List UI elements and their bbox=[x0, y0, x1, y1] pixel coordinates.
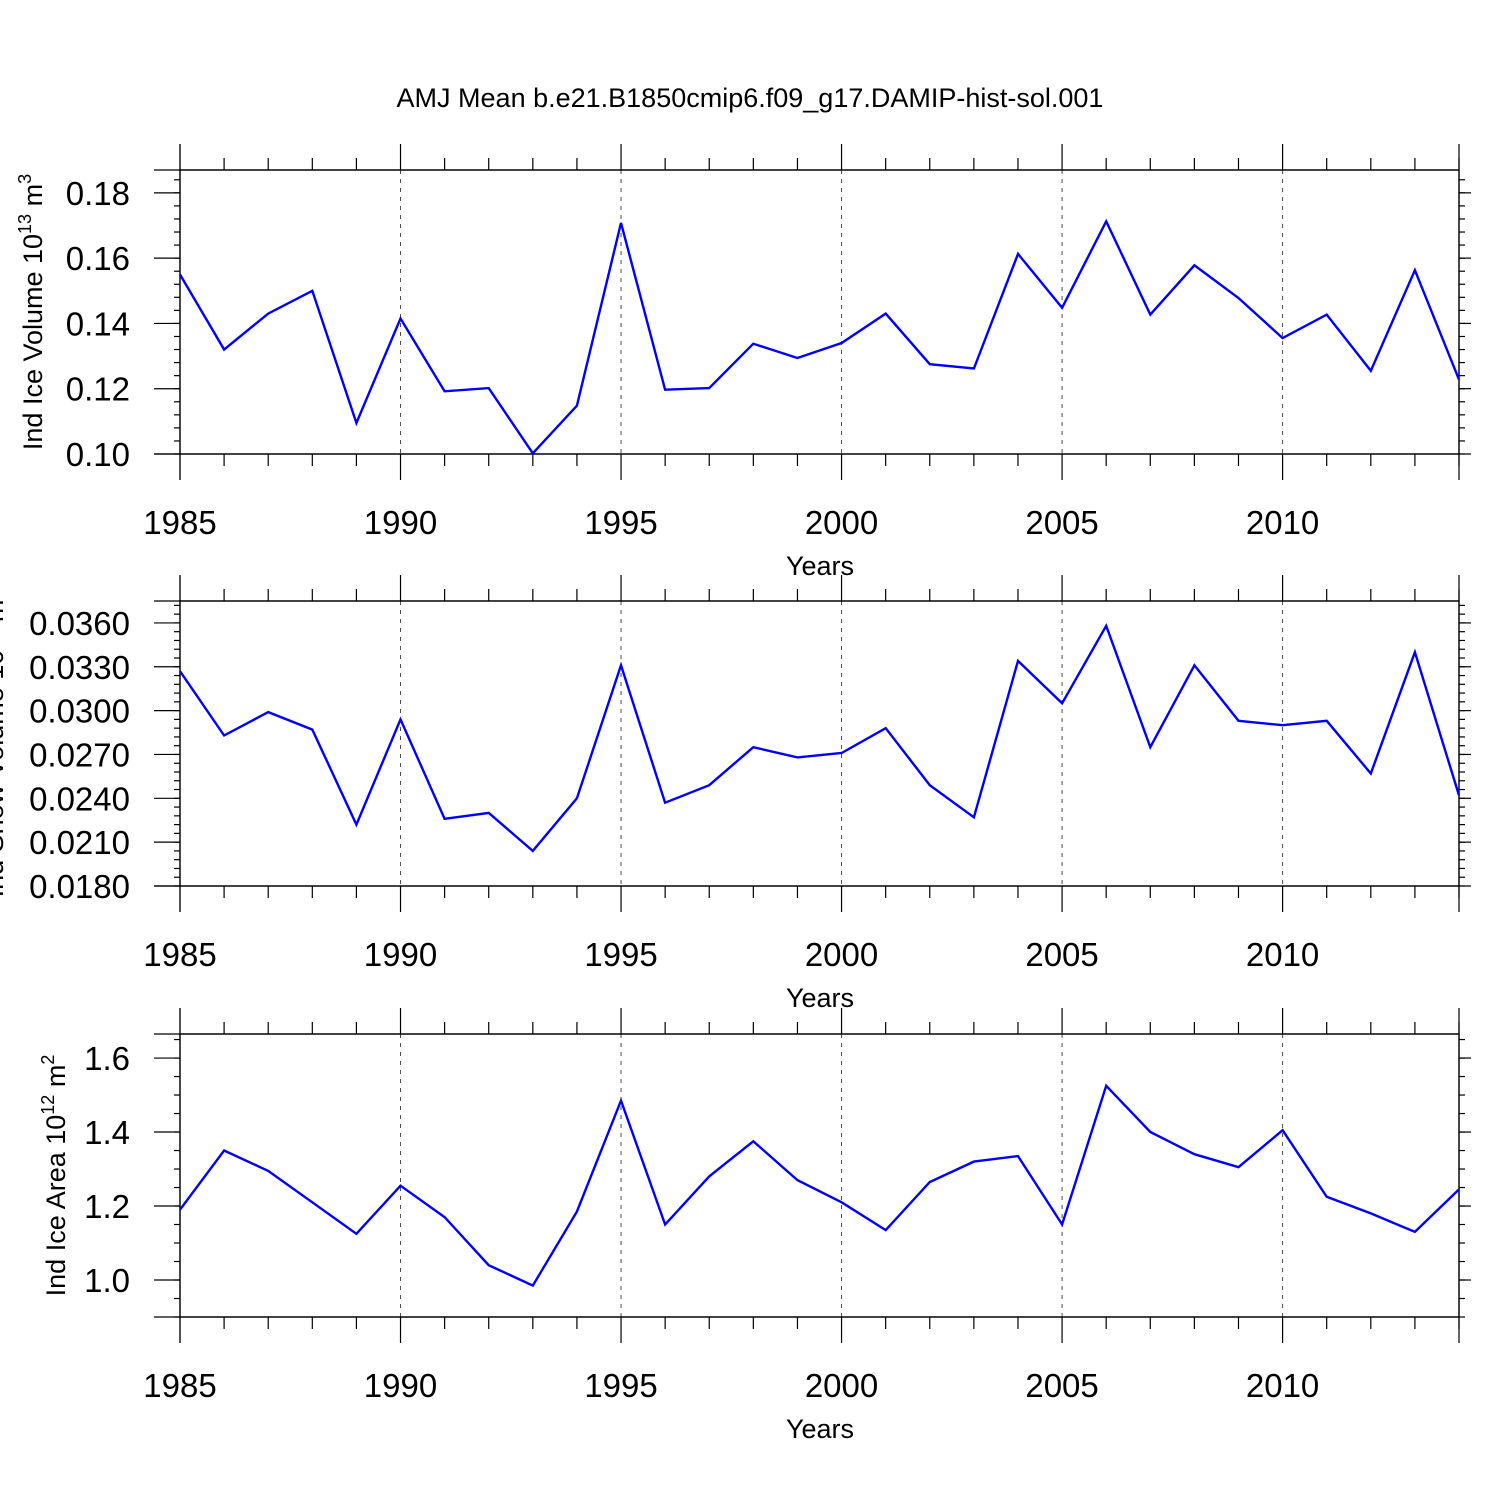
y-tick-label: 0.0180 bbox=[29, 868, 130, 905]
y-axis-title-exponent: 13 bbox=[15, 214, 35, 234]
plot-frame bbox=[179, 169, 1460, 455]
y-axis-title-unit-exponent: 2 bbox=[38, 1055, 58, 1065]
x-tick-label: 1990 bbox=[364, 1367, 437, 1404]
y-tick-label: 0.12 bbox=[66, 371, 130, 408]
x-tick-label: 1985 bbox=[143, 504, 216, 541]
y-tick-label: 1.0 bbox=[84, 1262, 130, 1299]
chart-panel-1: 1985 1990 1995 2000 2005 2010 0.10 0.12 0.14 0.16… bbox=[15, 144, 1471, 581]
y-axis-title-text: Ind Ice Area 10 bbox=[41, 1115, 71, 1297]
x-tick-label: 1985 bbox=[143, 936, 216, 973]
y-axis-title: Ind Snow Volume 1013 m3 bbox=[0, 590, 9, 898]
y-tick-label: 0.0270 bbox=[29, 736, 130, 773]
y-tick-label: 0.0210 bbox=[29, 824, 130, 861]
y-axis-title-text: Ind Snow Volume 10 bbox=[0, 650, 9, 898]
y-axis-title-exponent: 12 bbox=[38, 1095, 58, 1115]
y-tick-label: 0.10 bbox=[66, 436, 130, 473]
x-tick-label: 2000 bbox=[805, 1367, 878, 1404]
chart-panel-3: 1985 1990 1995 2000 2005 2010 1.0 1.2 1.4 1.6 Year… bbox=[38, 1008, 1471, 1444]
x-tick-label: 1985 bbox=[143, 1367, 216, 1404]
y-tick-label: 1.4 bbox=[84, 1114, 130, 1151]
x-tick-label: 2005 bbox=[1025, 1367, 1098, 1404]
x-tick-label: 1995 bbox=[584, 1367, 657, 1404]
y-axis-title-unit: m bbox=[18, 184, 48, 214]
x-axis-title: Years bbox=[786, 983, 854, 1013]
series-line bbox=[178, 218, 1461, 456]
series-line bbox=[179, 622, 1461, 853]
y-tick-label: 0.0300 bbox=[29, 693, 130, 730]
y-tick-label: 0.14 bbox=[66, 305, 130, 342]
x-tick-label: 1990 bbox=[364, 936, 437, 973]
y-tick-label: 1.2 bbox=[84, 1188, 130, 1225]
x-tick-label: 1995 bbox=[584, 936, 657, 973]
y-axis-title: Ind Ice Area 1012 m2 bbox=[38, 1055, 71, 1297]
x-tick-label: 2005 bbox=[1025, 504, 1098, 541]
y-tick-label: 0.0360 bbox=[29, 605, 130, 642]
y-axis-title-unit-exponent: 3 bbox=[15, 174, 35, 184]
figure-title: AMJ Mean b.e21.B1850cmip6.f09_g17.DAMIP-… bbox=[397, 83, 1104, 113]
x-tick-label: 1995 bbox=[584, 504, 657, 541]
x-tick-label: 2000 bbox=[805, 936, 878, 973]
x-axis-title: Years bbox=[786, 1414, 854, 1444]
y-tick-label: 0.0240 bbox=[29, 780, 130, 817]
y-axis-title-unit: m bbox=[41, 1065, 71, 1095]
y-tick-label: 1.6 bbox=[84, 1040, 130, 1077]
x-axis-title: Years bbox=[786, 551, 854, 581]
x-tick-label: 2005 bbox=[1025, 936, 1098, 973]
y-axis-title-text: Ind Ice Volume 10 bbox=[18, 234, 48, 450]
x-tick-label: 2010 bbox=[1246, 936, 1319, 973]
x-tick-label: 2000 bbox=[805, 504, 878, 541]
y-axis-title: Ind Ice Volume 1013 m3 bbox=[15, 174, 48, 450]
y-tick-label: 0.0330 bbox=[29, 649, 130, 686]
x-tick-label: 2010 bbox=[1246, 504, 1319, 541]
series-line bbox=[179, 1083, 1460, 1288]
y-tick-label: 0.16 bbox=[66, 240, 130, 277]
y-tick-label: 0.18 bbox=[66, 175, 130, 212]
plot-frame bbox=[179, 600, 1460, 887]
y-axis-title-unit: m bbox=[0, 600, 9, 630]
x-tick-label: 2010 bbox=[1246, 1367, 1319, 1404]
x-tick-label: 1990 bbox=[364, 504, 437, 541]
plot-frame bbox=[179, 1033, 1460, 1318]
chart-panel-2: 1985 1990 1995 2000 2005 2010 0.0180 0.0210 0.02… bbox=[0, 575, 1471, 1013]
panels: 1985 1990 1995 2000 2005 2010 0.10 0.12 0.14 0.16… bbox=[0, 144, 1471, 1444]
